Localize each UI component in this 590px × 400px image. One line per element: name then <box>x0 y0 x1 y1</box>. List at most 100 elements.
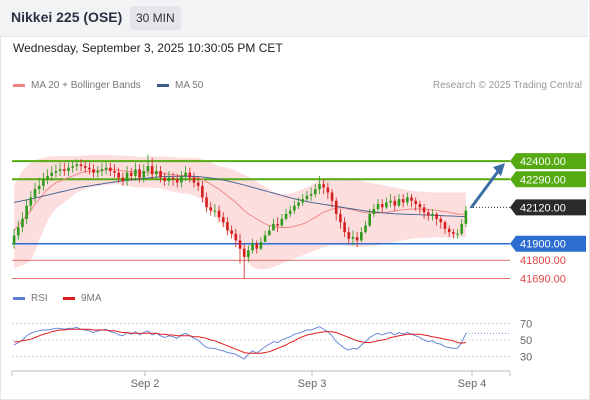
candle <box>234 228 238 247</box>
candle-body <box>242 248 246 257</box>
candle-body <box>50 172 54 176</box>
legend-ma50-label: MA 50 <box>175 80 204 91</box>
candle <box>83 161 87 173</box>
candle-body <box>280 218 284 226</box>
candle-body <box>259 242 263 249</box>
candle-body <box>385 202 388 208</box>
ma50-line <box>14 175 466 218</box>
candle <box>100 162 104 176</box>
candle <box>46 169 49 185</box>
candle-body <box>226 222 229 231</box>
candle <box>360 227 363 243</box>
candle-body <box>171 177 175 180</box>
candle-body <box>351 237 355 239</box>
rsi-tick-label: 70 <box>520 318 532 330</box>
candle-body <box>92 169 95 173</box>
candle-body <box>188 172 192 178</box>
candle <box>431 209 434 221</box>
rsi-tick-label: 30 <box>520 352 532 364</box>
candle-body <box>230 230 233 234</box>
candle <box>92 164 95 178</box>
candle <box>397 194 401 208</box>
candle <box>259 237 263 251</box>
candle <box>297 197 300 209</box>
candle <box>355 232 359 247</box>
candle <box>380 199 384 213</box>
candle <box>330 189 334 208</box>
candle <box>410 194 413 208</box>
candle-body <box>37 185 41 190</box>
candle <box>25 199 28 224</box>
candle <box>205 192 208 213</box>
level-label-bg <box>510 171 586 188</box>
candle-body <box>305 195 309 200</box>
candle-body <box>326 187 330 193</box>
candle <box>188 167 192 183</box>
candle <box>318 175 321 195</box>
candle <box>242 243 246 279</box>
candle-body <box>25 205 28 219</box>
candle-body <box>234 233 238 241</box>
candle <box>351 230 355 246</box>
candle-body <box>247 250 250 257</box>
candle <box>251 238 254 254</box>
candle-body <box>263 235 267 243</box>
candle <box>175 174 179 188</box>
candle-body <box>439 218 443 223</box>
candle-body <box>213 210 217 212</box>
candle-body <box>146 166 150 171</box>
candle <box>109 162 112 176</box>
candle <box>263 230 267 243</box>
candle <box>50 166 54 181</box>
candle <box>247 245 250 262</box>
candle <box>418 200 422 214</box>
candle-body <box>100 169 104 171</box>
legend-rsi-ma-swatch <box>63 296 75 300</box>
legend-rsi: RSI <box>13 293 48 304</box>
candle <box>67 162 70 176</box>
candle <box>293 200 296 214</box>
candle <box>406 192 409 206</box>
candle <box>435 212 438 226</box>
candle-body <box>33 189 37 198</box>
candle-body <box>209 207 213 211</box>
legend-rsi-swatch <box>13 296 25 300</box>
level-label: 41800.00 <box>520 255 566 267</box>
candle-body <box>389 200 392 203</box>
candle <box>343 217 346 238</box>
candle <box>443 220 447 234</box>
candle-body <box>175 179 179 183</box>
candle-body <box>422 207 426 213</box>
credit-text: Research © 2025 Trading Central <box>432 80 582 91</box>
candle-body <box>293 205 296 211</box>
candle-body <box>75 164 79 167</box>
candle-body <box>58 169 62 171</box>
projection-arrow <box>470 168 501 209</box>
candle-body <box>104 167 108 170</box>
candle <box>305 190 309 203</box>
candle-body <box>410 197 413 201</box>
candle-body <box>372 209 376 214</box>
candle-body <box>184 172 187 176</box>
candle-body <box>460 223 464 234</box>
candle-body <box>276 223 279 226</box>
candle <box>393 195 397 211</box>
candle-body <box>62 169 66 171</box>
candle-body <box>16 227 20 236</box>
candle-body <box>155 171 158 175</box>
candle-body <box>221 217 225 223</box>
legend-ma20: MA 20 + Bollinger Bands <box>13 80 141 91</box>
candle-body <box>322 184 325 188</box>
candle-body <box>272 223 275 231</box>
candle <box>21 212 24 233</box>
candle <box>79 159 83 171</box>
candle-body <box>180 175 183 183</box>
candle-body <box>318 184 321 190</box>
candle-body <box>393 200 397 206</box>
interval-button[interactable]: 30 MIN <box>130 6 181 30</box>
candle-body <box>339 213 342 223</box>
candle-body <box>355 237 359 241</box>
candle <box>339 209 342 229</box>
candle <box>117 167 120 183</box>
candle-body <box>297 202 300 206</box>
